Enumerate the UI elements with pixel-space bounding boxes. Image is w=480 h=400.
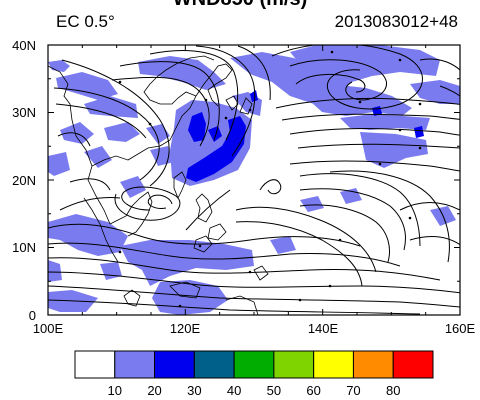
colorbar-swatch bbox=[273, 350, 315, 379]
streamlines bbox=[48, 45, 460, 315]
streamline-arrows bbox=[118, 50, 422, 308]
colorbar-swatch bbox=[74, 350, 116, 379]
colorbar-swatch bbox=[154, 350, 195, 379]
colorbar-label: 60 bbox=[306, 383, 320, 398]
y-tick-label: 30N bbox=[12, 105, 36, 120]
x-tick-label: 100E bbox=[33, 321, 64, 336]
colorbar-label: 10 bbox=[108, 383, 122, 398]
wind-shading-20-30 bbox=[186, 90, 424, 182]
y-tick-label: 20N bbox=[12, 173, 36, 188]
y-tick-label: 0 bbox=[29, 308, 36, 323]
colorbar-swatch bbox=[114, 350, 156, 379]
colorbar-label: 40 bbox=[227, 383, 241, 398]
colorbar-label: 70 bbox=[346, 383, 360, 398]
colorbar-label: 30 bbox=[187, 383, 201, 398]
forecast-time-label: 2013083012+48 bbox=[334, 12, 458, 31]
map-title: WND850 (m/s) bbox=[0, 0, 480, 11]
x-tick-label: 120E bbox=[170, 321, 201, 336]
colorbar-swatch bbox=[352, 350, 394, 379]
colorbar-swatch bbox=[233, 350, 275, 379]
colorbar-swatch bbox=[392, 350, 434, 379]
colorbar-label: 80 bbox=[386, 383, 400, 398]
x-tick-label: 140E bbox=[308, 321, 339, 336]
colorbar: 10 20 30 40 50 60 70 80 bbox=[74, 350, 434, 398]
model-label: EC 0.5° bbox=[56, 12, 115, 31]
x-tick-label: 160E bbox=[445, 321, 476, 336]
y-tick-label: 40N bbox=[12, 38, 36, 53]
colorbar-label: 50 bbox=[267, 383, 281, 398]
map-plot-area bbox=[48, 45, 460, 315]
colorbar-swatch bbox=[313, 350, 354, 379]
axis-ticks bbox=[47, 44, 461, 316]
axis-tick-labels: 100E 120E 140E 160E 40N 30N 20N 10N 0 bbox=[12, 38, 475, 336]
colorbar-label: 20 bbox=[147, 383, 161, 398]
colorbar-swatch bbox=[193, 350, 235, 379]
y-tick-label: 10N bbox=[12, 240, 36, 255]
